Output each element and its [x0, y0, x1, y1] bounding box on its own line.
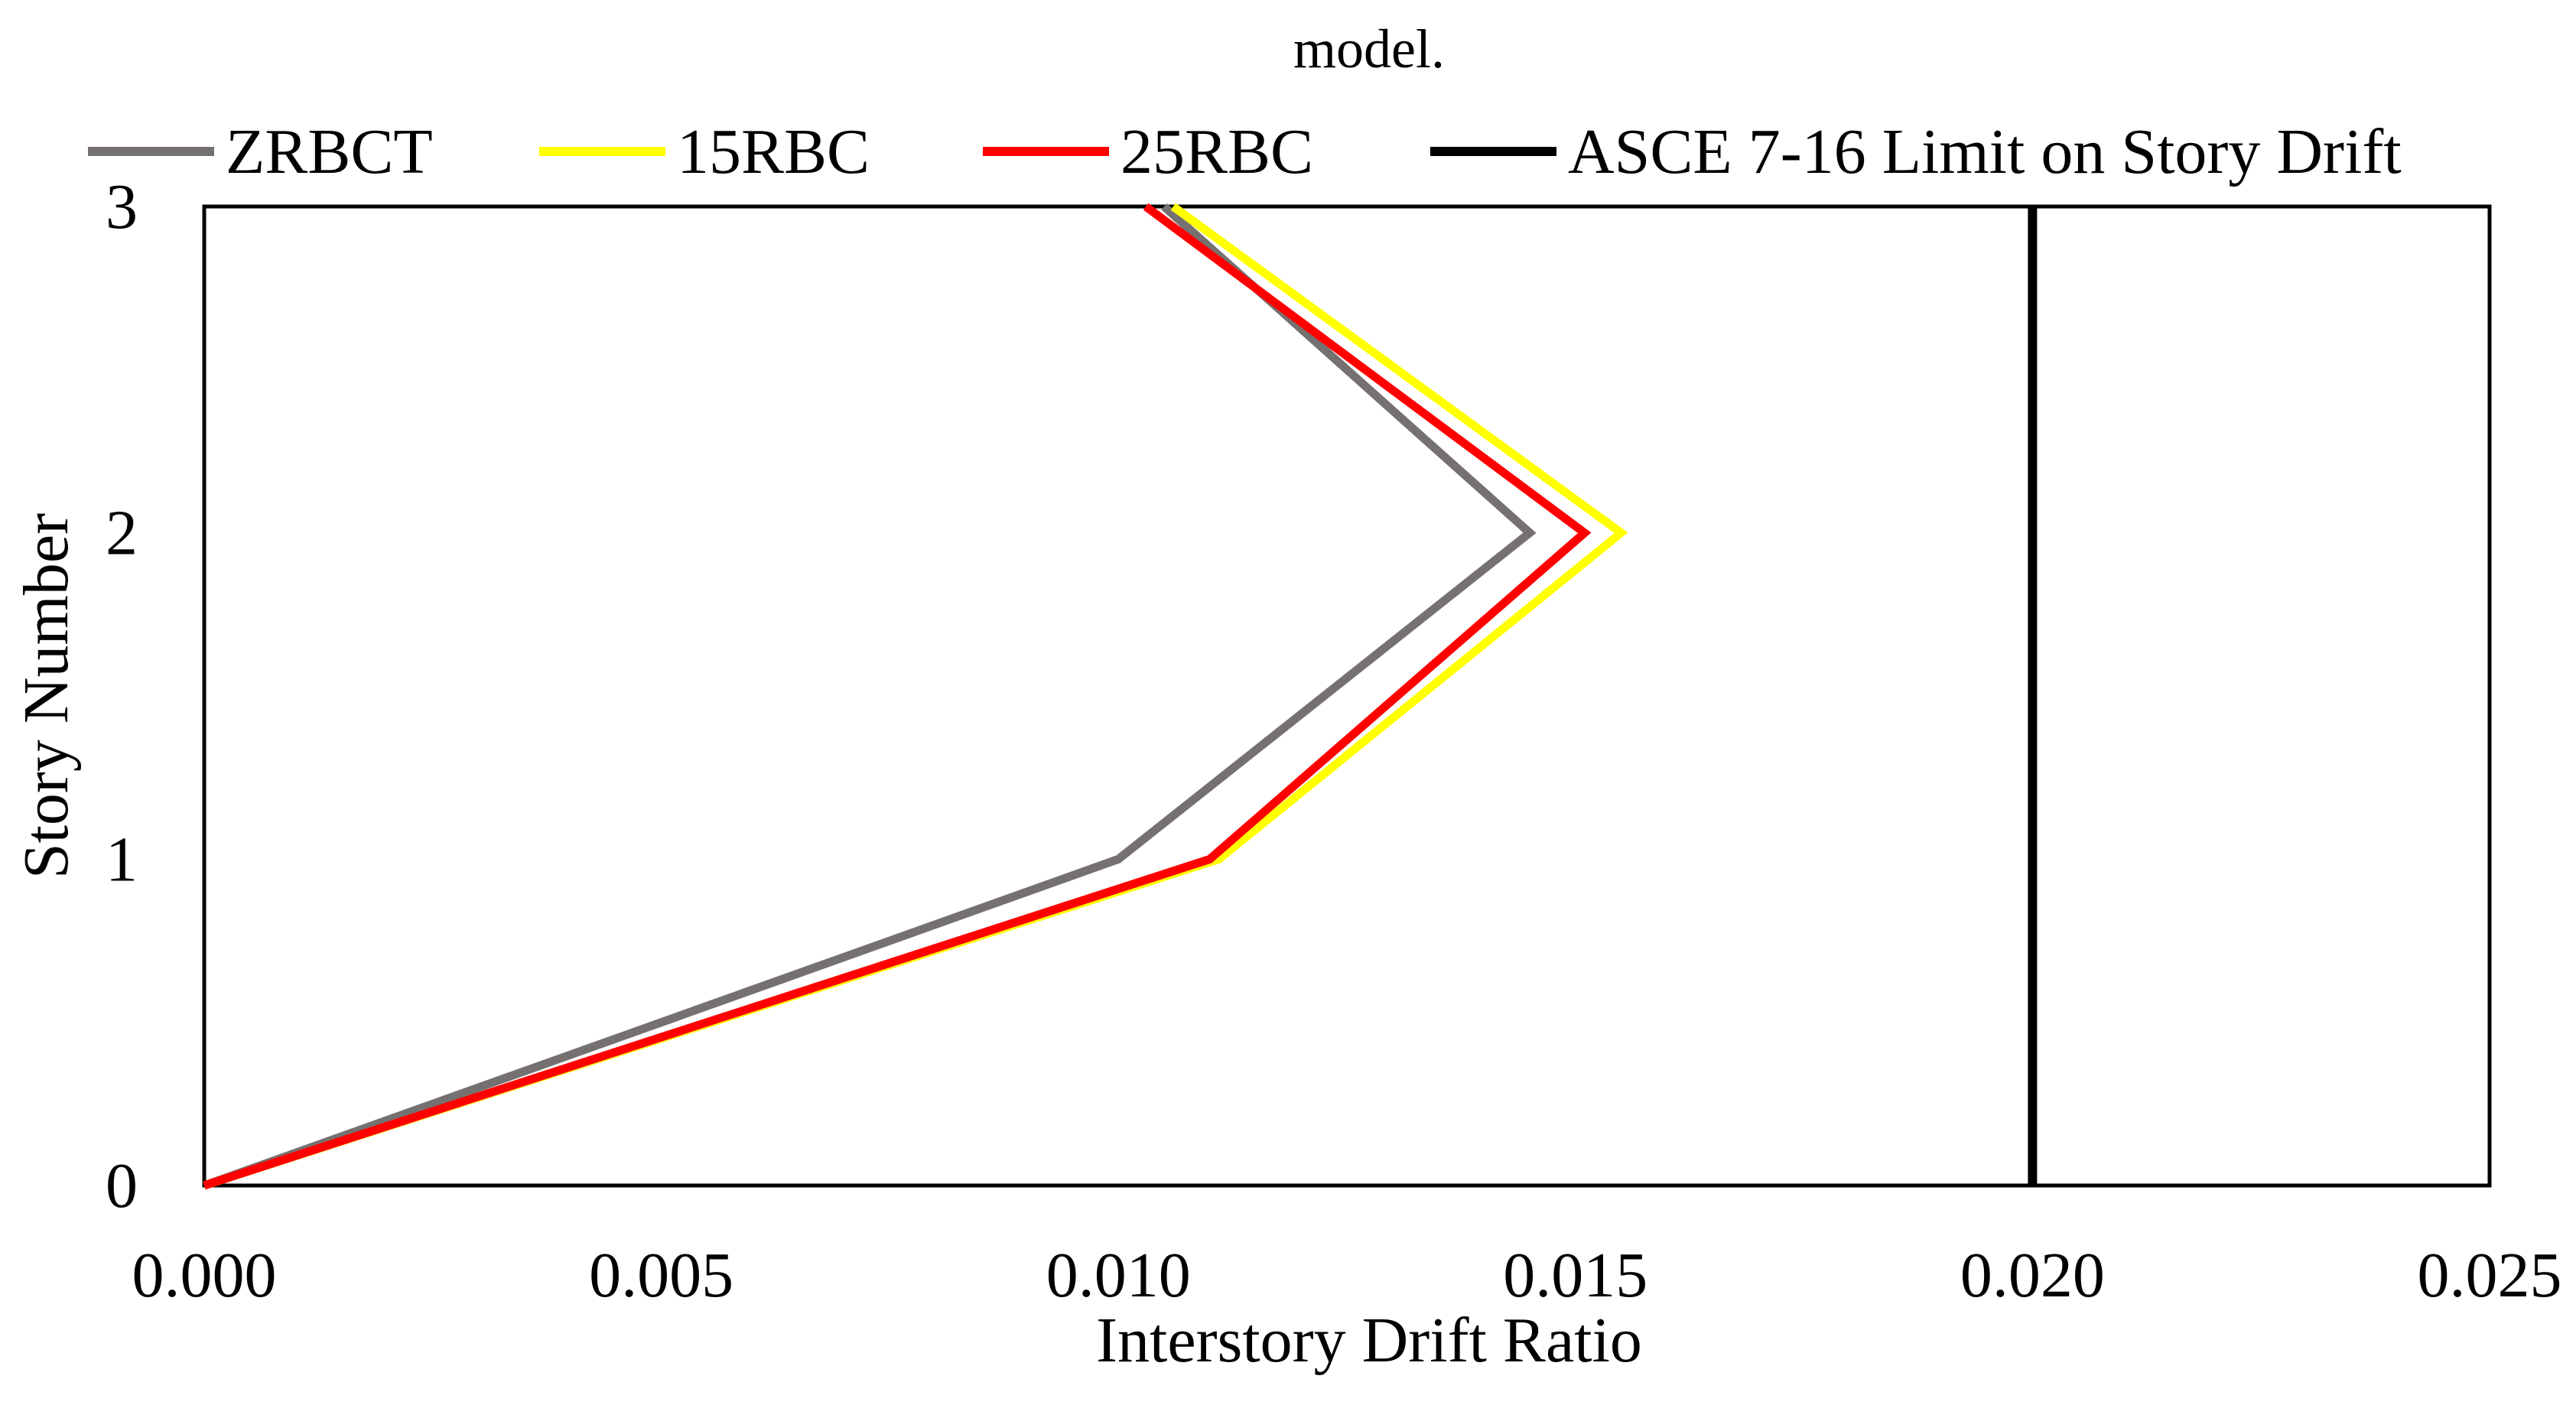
y-axis-label: Story Number — [11, 513, 82, 879]
legend: ZRBCT 15RBC 25RBC ASCE 7-16 Limit on Story … — [88, 116, 2402, 187]
series-line-25rbc — [203, 203, 1592, 1190]
x-tick-label: 0.000 — [132, 1240, 277, 1311]
y-tick-label: 0 — [106, 1150, 138, 1221]
x-axis-ticks: 0.000 0.005 0.010 0.015 0.020 0.025 — [132, 1240, 2562, 1311]
series-line-zrbct — [203, 203, 1537, 1190]
legend-label: 15RBC — [677, 116, 870, 187]
x-tick-label: 0.010 — [1046, 1240, 1191, 1311]
series-layer — [203, 203, 2038, 1190]
x-tick-label: 0.025 — [2418, 1240, 2562, 1311]
y-tick-label: 1 — [106, 824, 138, 895]
x-tick-label: 0.015 — [1503, 1240, 1647, 1311]
y-axis-ticks: 0 1 2 3 — [106, 171, 138, 1221]
x-tick-label: 0.005 — [589, 1240, 733, 1311]
chart-title: model. — [1293, 18, 1445, 80]
x-tick-label: 0.020 — [1960, 1240, 2105, 1311]
legend-label: ASCE 7-16 Limit on Story Drift — [1568, 116, 2402, 187]
legend-label: 25RBC — [1120, 116, 1313, 187]
x-axis-label: Interstory Drift Ratio — [1096, 1305, 1642, 1376]
legend-label: ZRBCT — [226, 116, 433, 187]
y-tick-label: 3 — [106, 171, 138, 242]
y-tick-label: 2 — [106, 498, 138, 569]
